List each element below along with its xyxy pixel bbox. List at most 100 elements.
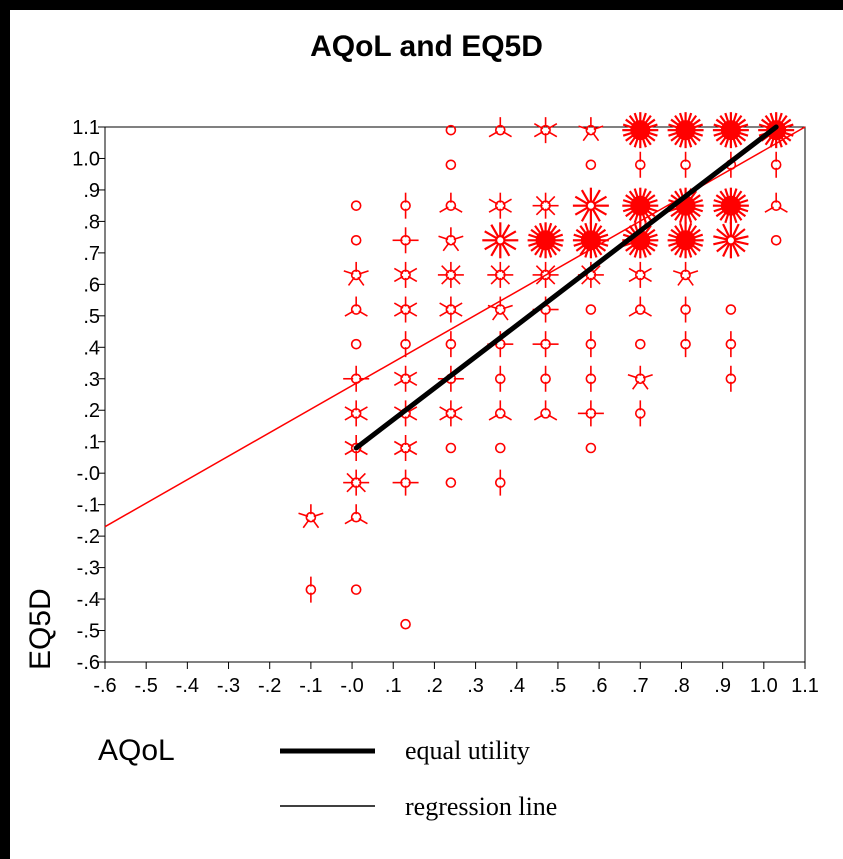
data-point [437, 261, 464, 288]
legend-label-regression-line: regression line [405, 792, 557, 821]
data-point [634, 400, 646, 427]
data-point [392, 469, 419, 496]
y-tick-label: .2 [83, 400, 100, 422]
data-point [712, 112, 749, 149]
data-point [344, 400, 368, 427]
x-tick-label: -.3 [217, 675, 240, 697]
data-point [488, 192, 512, 219]
y-tick-label: 1.0 [72, 148, 100, 170]
data-point [494, 365, 506, 392]
data-point [680, 296, 691, 323]
y-tick-label: .7 [83, 243, 100, 265]
data-point [725, 304, 737, 315]
data-point [487, 261, 514, 288]
x-tick-label: 1.1 [791, 675, 819, 697]
data-point [400, 618, 411, 630]
y-axis-title: EQ5D [24, 588, 57, 670]
data-point [445, 124, 457, 136]
data-point [393, 435, 418, 461]
y-tick-label: .6 [83, 274, 100, 296]
data-point [482, 222, 519, 259]
y-tick-label: -.3 [77, 558, 100, 580]
data-point [393, 296, 418, 323]
y-tick-label: -.1 [77, 495, 100, 517]
data-point [439, 400, 463, 427]
data-point [577, 400, 604, 427]
data-point [634, 338, 646, 350]
data-point [770, 151, 782, 178]
data-point [350, 584, 362, 595]
x-tick-label: .6 [591, 675, 608, 697]
data-point [628, 261, 652, 288]
data-point [445, 159, 457, 171]
x-tick-label: -.5 [135, 675, 158, 697]
data-point [445, 331, 457, 358]
x-tick-label: .4 [508, 675, 525, 697]
data-point [400, 192, 411, 219]
data-point [343, 261, 369, 286]
y-tick-label: .3 [83, 369, 100, 391]
data-point [439, 192, 463, 213]
data-point [585, 365, 597, 392]
data-point [393, 365, 418, 392]
x-tick-label: -.0 [340, 675, 363, 697]
y-tick-label: .1 [83, 432, 100, 454]
y-tick-label: 1.1 [72, 117, 100, 139]
x-tick-label: -.6 [93, 675, 116, 697]
data-point [585, 159, 597, 171]
data-point [350, 200, 362, 211]
data-point [527, 222, 564, 259]
data-point [578, 117, 604, 142]
data-point [667, 222, 704, 259]
data-point [298, 504, 324, 529]
data-point [572, 222, 609, 259]
data-point [344, 296, 368, 317]
x-tick-label: .5 [550, 675, 567, 697]
scatter-plot: -.6 -.5 -.4 -.3 -.2 -.1 -.0 .1 .2 .3 .4 .5 .6 .7 .8 .9 1… [24, 112, 819, 821]
data-point [725, 331, 737, 358]
x-tick-label: .7 [632, 675, 649, 697]
x-tick-label: 1.0 [750, 675, 778, 697]
data-point [344, 504, 368, 525]
x-axis-title: AQoL [98, 734, 175, 767]
data-point [572, 187, 609, 224]
chart-title: AQoL and EQ5D [310, 30, 543, 63]
data-point [532, 331, 559, 358]
data-point [439, 296, 463, 323]
data-point [445, 477, 457, 488]
data-point [634, 151, 646, 178]
data-point [305, 576, 317, 603]
data-point [680, 331, 691, 358]
y-tick-label: -.6 [77, 652, 100, 674]
equal-utility-line [353, 124, 779, 451]
data-point [712, 187, 749, 224]
data-point [350, 234, 362, 246]
data-point [540, 365, 551, 392]
x-tick-label: -.2 [258, 675, 281, 697]
y-tick-label: -.5 [77, 621, 100, 643]
data-point [585, 442, 597, 454]
data-point [488, 117, 512, 138]
data-point [667, 112, 704, 149]
y-tick-label: -.4 [77, 589, 100, 611]
y-tick-label: .5 [83, 306, 100, 328]
y-tick-label: .9 [83, 180, 100, 202]
data-point [764, 192, 788, 213]
data-point [494, 469, 506, 496]
x-tick-label: -.4 [176, 675, 199, 697]
x-tick-label: .1 [385, 675, 402, 697]
x-tick-label: -.1 [299, 675, 322, 697]
legend-label-equal-utility: equal utility [405, 736, 530, 765]
chart-frame: AQoL and EQ5D -.6 -.5 -.4 -.3 -.2 -.1 -.0 .1 .2.… [10, 10, 843, 859]
data-point [672, 261, 699, 286]
data-point [622, 187, 659, 224]
x-tick-label: .9 [714, 675, 731, 697]
data-point [400, 331, 411, 358]
data-point [533, 117, 558, 144]
data-point [445, 442, 457, 454]
data-point [343, 469, 370, 496]
data-point [532, 192, 559, 219]
data-point [494, 442, 506, 454]
x-tick-label: .8 [673, 675, 690, 697]
data-point [533, 400, 558, 421]
